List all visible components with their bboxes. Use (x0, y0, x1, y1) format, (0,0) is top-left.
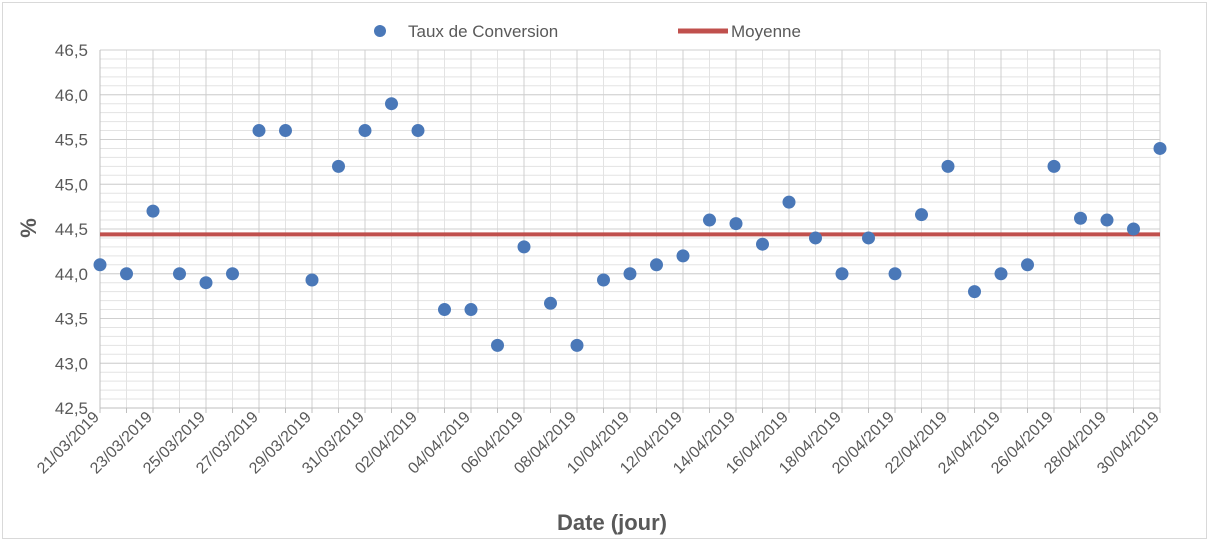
y-tick-label: 45,5 (55, 131, 88, 150)
data-point (146, 204, 160, 218)
data-point (1047, 159, 1061, 173)
legend-label-taux: Taux de Conversion (408, 22, 558, 41)
y-tick-label: 45,0 (55, 175, 88, 194)
data-point (517, 240, 531, 254)
data-point (676, 249, 690, 263)
data-point (279, 124, 292, 138)
y-tick-label: 44,0 (55, 265, 88, 284)
data-point (226, 267, 239, 281)
data-point (703, 213, 716, 227)
data-point (1153, 141, 1167, 155)
data-point (120, 267, 133, 281)
y-tick-label: 42,5 (55, 399, 88, 418)
y-tick-label: 46,0 (55, 86, 88, 105)
data-point (1100, 213, 1114, 227)
data-points (93, 97, 1167, 352)
data-point (305, 273, 319, 287)
data-point (888, 267, 902, 281)
y-tick-label: 43,0 (55, 354, 88, 373)
data-point (570, 338, 584, 352)
data-point (358, 124, 372, 138)
legend-marker-taux (374, 25, 386, 37)
data-point (252, 124, 266, 138)
data-point (994, 267, 1008, 281)
x-tick-labels: 21/03/201923/03/201925/03/201927/03/2019… (34, 409, 1163, 478)
data-point (199, 276, 213, 290)
data-point (411, 124, 425, 138)
y-tick-label: 46,5 (55, 41, 88, 60)
data-point (835, 267, 849, 281)
y-tick-label: 44,5 (55, 220, 88, 239)
y-tick-label: 43,5 (55, 310, 88, 329)
data-point (332, 159, 345, 173)
axes (99, 50, 1161, 413)
data-point (941, 159, 955, 173)
y-axis-title: % (16, 218, 41, 238)
data-point (385, 97, 398, 111)
grid-lines (99, 49, 1161, 409)
data-point (650, 258, 663, 272)
data-point (623, 267, 637, 281)
data-point (1074, 211, 1087, 225)
y-tick-labels: 42,5 43,0 43,5 44,0 44,5 45,0 45,5 46,0 46,5 (55, 41, 88, 418)
data-point (729, 217, 743, 231)
legend: Taux de Conversion Moyenne (374, 22, 801, 41)
legend-label-moyenne: Moyenne (731, 22, 801, 41)
data-point (915, 208, 928, 222)
data-point (809, 231, 822, 245)
x-axis-title: Date (jour) (557, 510, 667, 535)
data-point (968, 285, 981, 299)
data-point (491, 338, 504, 352)
data-point (93, 258, 107, 272)
data-point (597, 273, 610, 287)
data-point (464, 303, 478, 317)
data-point (173, 267, 186, 281)
data-point (1127, 222, 1140, 236)
data-point (756, 237, 769, 251)
data-point (1021, 258, 1034, 272)
data-point (782, 195, 796, 209)
data-point (438, 303, 451, 317)
data-point (862, 231, 875, 245)
data-point (544, 296, 557, 310)
